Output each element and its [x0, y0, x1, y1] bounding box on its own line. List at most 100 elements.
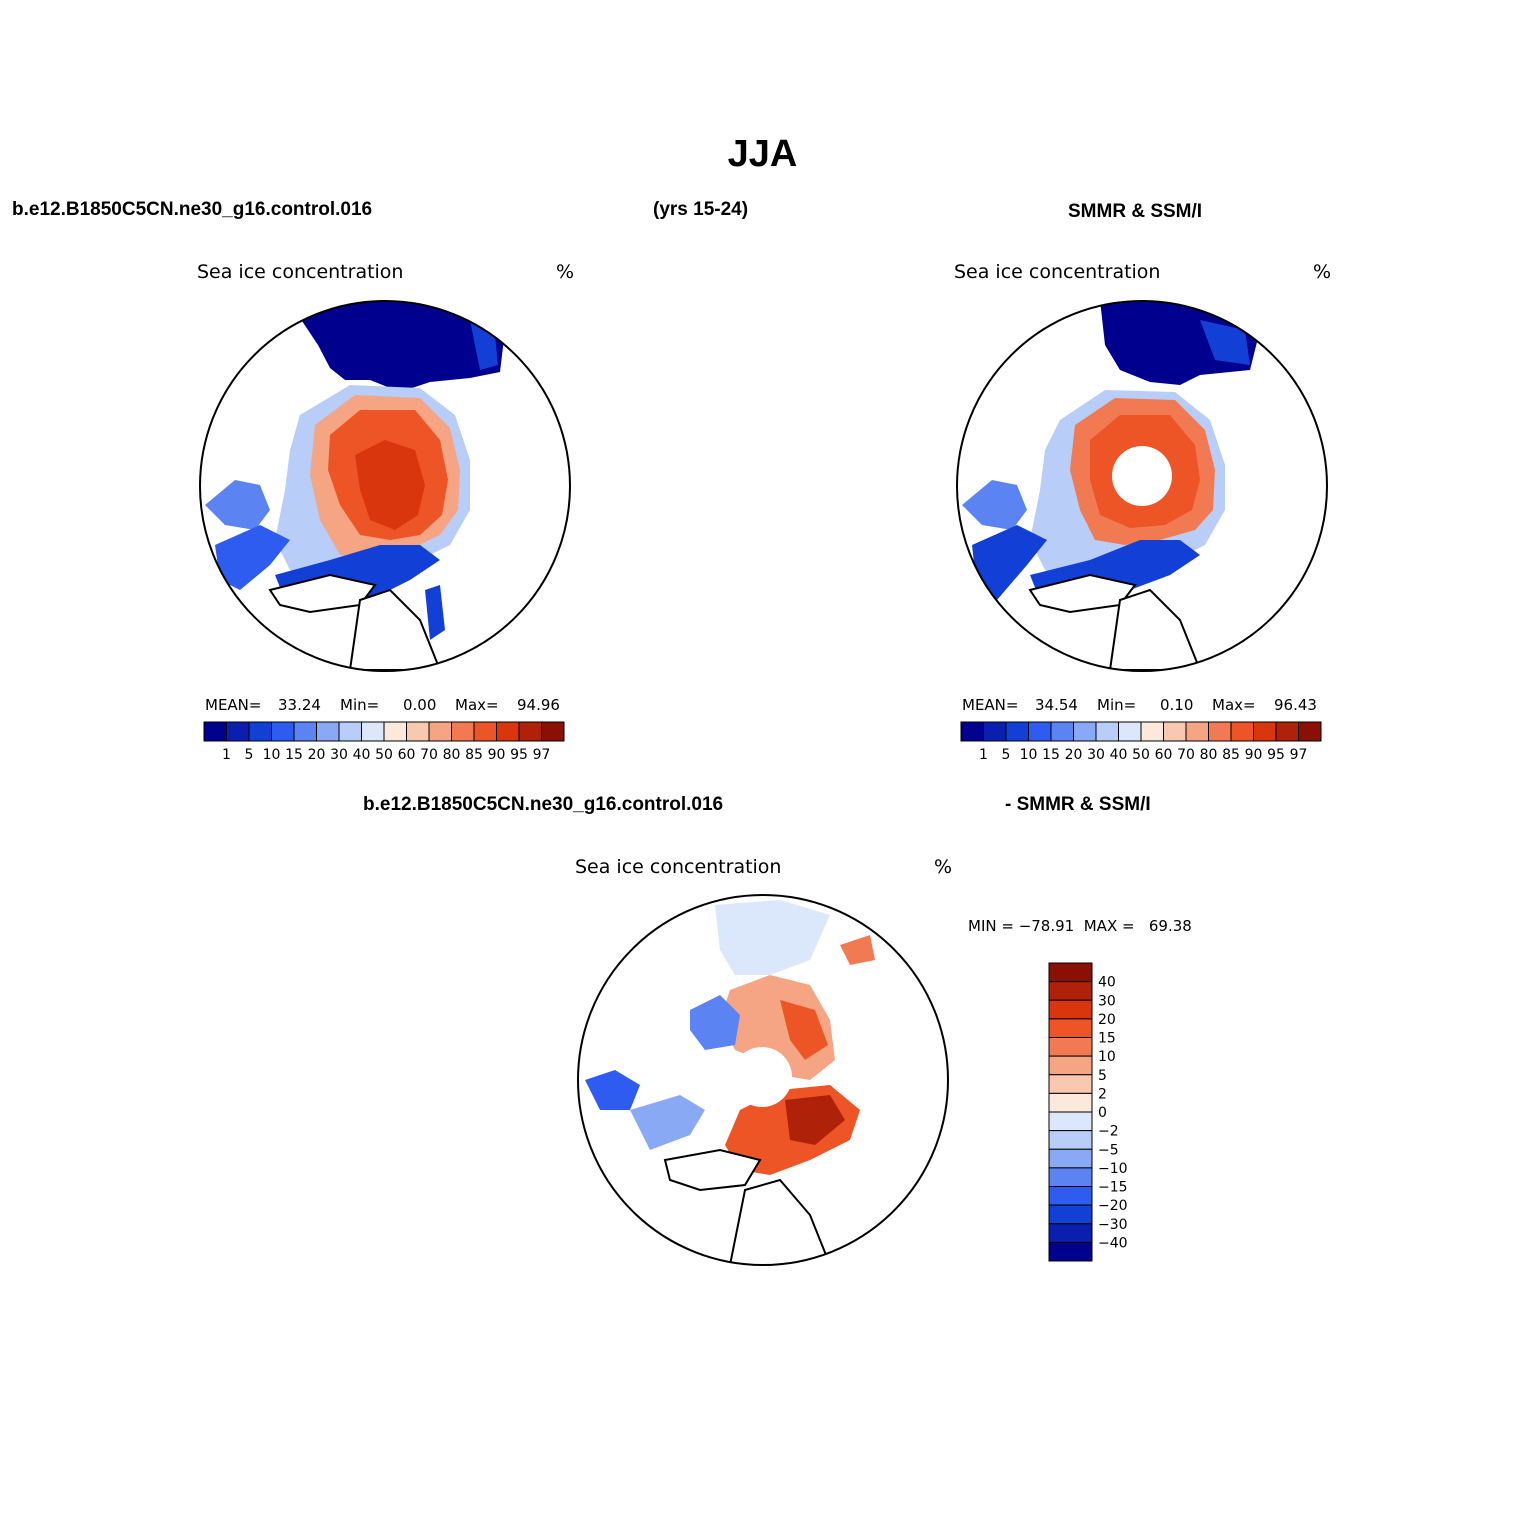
model-colorbar-swatch: [473, 721, 497, 742]
panel-model-colorbar: 1 5 10 15 20 30 40 50 60 70 80 85 90 95 97: [203, 721, 565, 763]
diff-colorbar-tick-label: −5: [1098, 1142, 1119, 1158]
obs-colorbar-swatch: [1050, 721, 1074, 742]
obs-colorbar-swatch: [1095, 721, 1119, 742]
model-colorbar-tick-label: 40: [353, 747, 371, 763]
diff-eurasia-strong: [785, 1095, 845, 1145]
panel-model-stat-min: 0.00: [403, 696, 436, 714]
obs-colorbar-tick-label: 20: [1065, 747, 1083, 763]
model-colorbar-swatch: [226, 721, 250, 742]
obs-colorbar-tick-label: 60: [1155, 747, 1173, 763]
panel-model-field: [200, 301, 570, 671]
panel-obs-map-border: [956, 300, 1328, 672]
obs-colorbar-tick-label: 97: [1290, 747, 1308, 763]
obs-colorbar-tick-label: 70: [1177, 747, 1195, 763]
obs-pole-hole: [1112, 446, 1172, 506]
obs-colorbar-tick-label: 15: [1042, 747, 1060, 763]
panel-obs-title: Sea ice concentration: [954, 261, 1160, 283]
model-colorbar-swatch: [406, 721, 430, 742]
obs-colorbar-tick-label: 10: [1020, 747, 1038, 763]
obs-atlantic-ice: [1100, 301, 1260, 385]
diff-colorbar-swatch: [1048, 1092, 1093, 1113]
diff-colorbar-swatch: [1048, 1241, 1093, 1262]
model-colorbar-swatch: [451, 721, 475, 742]
obs-colorbar-swatch: [1005, 721, 1029, 742]
model-colorbar-swatch: [271, 721, 295, 742]
diff-colorbar-swatch: [1048, 1111, 1093, 1132]
model-colorbar-tick-label: 10: [263, 747, 281, 763]
panel-diff: Sea ice concentration % MIN = −78.91 MAX…: [575, 856, 1192, 1266]
diff-atlantic-positive: [840, 935, 875, 965]
obs-colorbar-tick-label: 40: [1110, 747, 1128, 763]
bottom-obs-label: - SMMR & SSM/I: [1005, 794, 1151, 815]
top-right-obs-label: SMMR & SSM/I: [1068, 201, 1203, 222]
panel-obs-stat-max: 96.43: [1274, 696, 1317, 714]
diff-eurasia-coast: [728, 1178, 832, 1265]
diff-colorbar-tick-label: 2: [1098, 1086, 1107, 1102]
obs-baffin-ice: [962, 480, 1027, 530]
diff-colorbar-tick-label: 30: [1098, 993, 1116, 1009]
diff-colorbar-swatch: [1048, 1223, 1093, 1243]
diff-colorbar-tick-label: 5: [1098, 1068, 1107, 1084]
obs-colorbar-swatch: [1275, 721, 1299, 742]
model-atlantic-ice: [300, 301, 505, 392]
diff-colorbar-tick-label: −20: [1098, 1198, 1128, 1214]
panel-obs-stat-min-label: Min=: [1097, 696, 1136, 714]
obs-colorbar-tick-label: 95: [1267, 747, 1285, 763]
panel-diff-minmax: MIN = −78.91 MAX = 69.38: [968, 917, 1192, 935]
figure-title: JJA: [727, 133, 798, 175]
panel-model-units: %: [556, 261, 574, 283]
diff-central-strong: [780, 1000, 828, 1060]
model-colorbar-tick-label: 80: [443, 747, 461, 763]
panel-diff-map-border: [577, 894, 949, 1266]
obs-colorbar-tick-label: 80: [1200, 747, 1218, 763]
diff-colorbar-swatch: [1048, 1204, 1093, 1225]
diff-greenland: [663, 1148, 762, 1192]
top-left-case-label: b.e12.B1850C5CN.ne30_g16.control.016: [12, 199, 373, 220]
obs-colorbar-tick-label: 1: [979, 747, 988, 763]
panel-model-stat-max: 94.96: [517, 696, 560, 714]
model-colorbar-swatch: [203, 721, 227, 742]
panel-diff-field: [578, 895, 948, 1265]
model-colorbar-tick-label: 97: [533, 747, 551, 763]
model-core-ice: [355, 440, 425, 530]
model-hudson-band: [215, 525, 290, 590]
obs-hudson-band: [972, 525, 1047, 600]
diff-baffin-negative: [585, 1070, 640, 1110]
model-colorbar-swatch: [383, 721, 407, 742]
diff-colorbar-tick-label: 15: [1098, 1031, 1116, 1047]
obs-colorbar-swatch: [1208, 721, 1232, 742]
panel-model-stat-min-label: Min=: [340, 696, 379, 714]
obs-colorbar-swatch: [960, 721, 984, 742]
bottom-case-label: b.e12.B1850C5CN.ne30_g16.control.016: [363, 794, 724, 815]
model-eurasia-coast: [348, 588, 442, 671]
model-colorbar-tick-label: 30: [330, 747, 348, 763]
diff-colorbar-swatch: [1048, 1074, 1093, 1094]
diff-canada-negative: [690, 995, 740, 1050]
panel-diff-units: %: [934, 856, 952, 878]
diff-colorbar-swatch: [1048, 999, 1093, 1020]
panel-model-stat-mean: 33.24: [278, 696, 321, 714]
panel-obs-units: %: [1313, 261, 1331, 283]
model-colorbar-swatch: [248, 721, 272, 742]
diff-colorbar-swatch: [1048, 1130, 1093, 1150]
diff-colorbar-swatch: [1048, 1186, 1093, 1206]
model-colorbar-tick-label: 50: [375, 747, 393, 763]
diff-colorbar-swatch: [1048, 962, 1093, 983]
model-colorbar-tick-label: 15: [285, 747, 303, 763]
model-colorbar-tick-label: 60: [398, 747, 416, 763]
model-colorbar-swatch: [496, 721, 520, 742]
model-colorbar-tick-label: 1: [222, 747, 231, 763]
diff-colorbar-tick-label: 10: [1098, 1049, 1116, 1065]
model-colorbar-tick-label: 95: [510, 747, 528, 763]
diff-colorbar-tick-label: 20: [1098, 1012, 1116, 1028]
panel-model-title: Sea ice concentration: [197, 261, 403, 283]
obs-colorbar-swatch: [1298, 721, 1322, 742]
obs-colorbar-swatch: [1118, 721, 1142, 742]
model-baffin-ice: [205, 480, 270, 530]
model-colorbar-tick-label: 90: [488, 747, 506, 763]
diff-pole-hole: [732, 1047, 792, 1107]
panel-obs-stat-mean: 34.54: [1035, 696, 1078, 714]
obs-colorbar-tick-label: 30: [1087, 747, 1105, 763]
diff-colorbar-swatch: [1048, 981, 1093, 1001]
